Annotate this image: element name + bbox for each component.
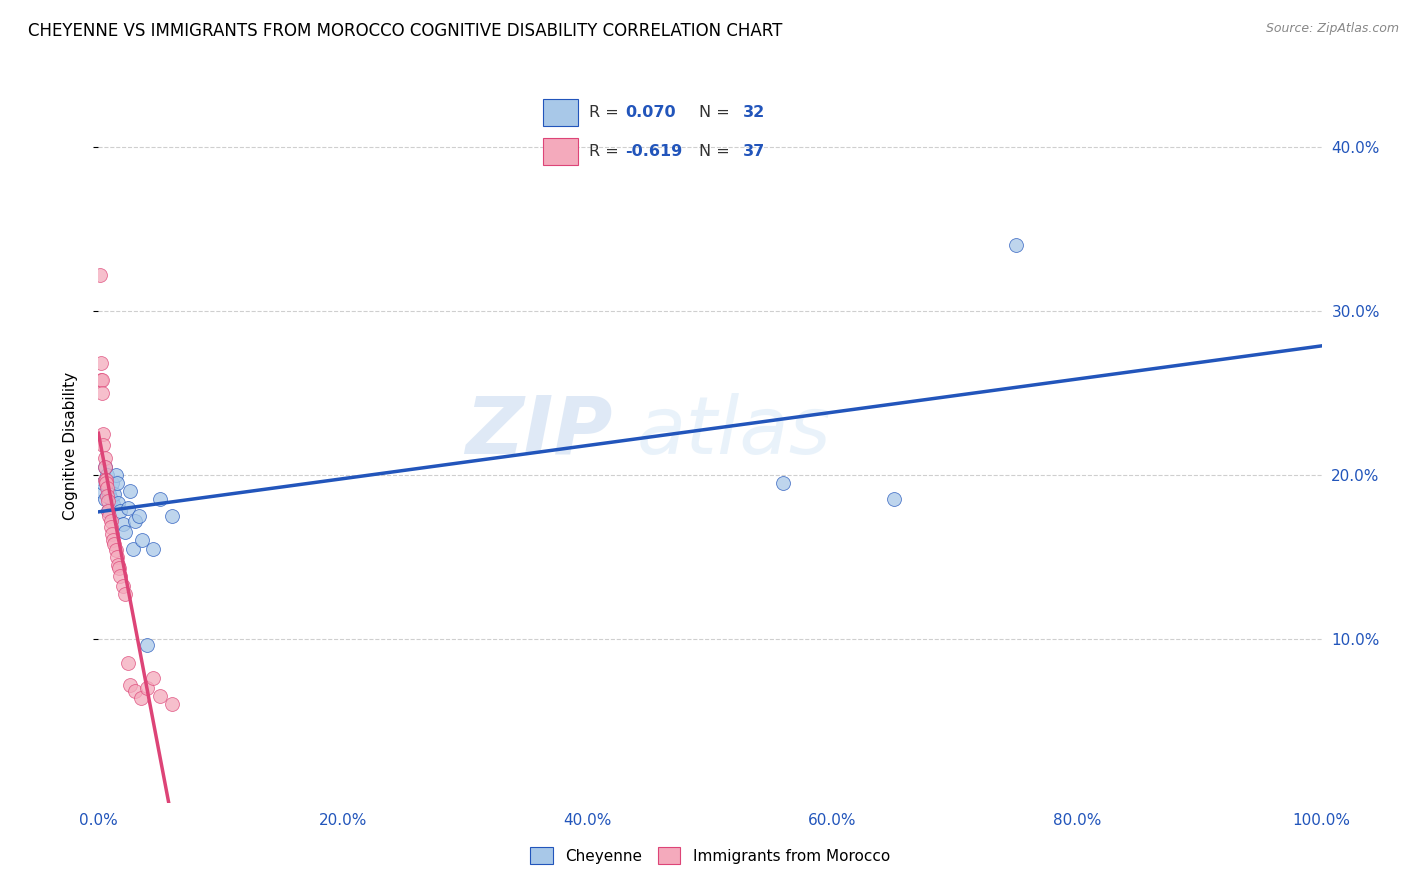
Point [91,373,114,387]
Point [97,504,120,518]
Text: N =: N = [699,144,735,159]
Text: -0.619: -0.619 [624,144,682,159]
Point [97,494,120,508]
Point [90,373,112,387]
Point [114,587,136,601]
Point [121,541,143,556]
Point [93,492,115,507]
Point [107,558,129,572]
Point [101,475,124,490]
Point [105,475,128,490]
Point [111,516,134,531]
Point [142,671,165,685]
Legend: Cheyenne, Immigrants from Morocco: Cheyenne, Immigrants from Morocco [524,841,896,870]
FancyBboxPatch shape [543,98,578,127]
Point [108,561,131,575]
Point [100,520,122,534]
Point [110,504,132,518]
Point [883,492,905,507]
Point [110,569,132,583]
Point [128,508,150,523]
Point [90,484,112,499]
Point [96,489,118,503]
Point [94,475,117,490]
Text: 0.070: 0.070 [624,105,675,120]
Point [124,684,146,698]
Y-axis label: Cognitive Disability: Cognitive Disability [63,372,77,520]
Point [101,533,124,548]
Point [136,638,159,652]
Point [104,467,127,482]
Point [101,497,124,511]
Point [114,525,136,540]
Text: atlas: atlas [637,392,831,471]
Point [120,484,142,499]
Text: Source: ZipAtlas.com: Source: ZipAtlas.com [1265,22,1399,36]
Point [131,533,153,548]
Point [105,549,128,564]
Point [91,438,114,452]
Point [136,681,159,695]
Point [90,356,112,370]
Point [97,481,120,495]
Text: N =: N = [699,105,735,120]
Text: R =: R = [589,144,624,159]
FancyBboxPatch shape [543,137,578,165]
Point [149,492,172,507]
Point [149,689,172,703]
Point [89,268,111,282]
Point [98,487,121,501]
Point [120,678,142,692]
Point [772,475,794,490]
Point [101,526,124,541]
Point [1004,238,1026,252]
Point [97,504,120,518]
Point [124,514,146,528]
Point [160,698,183,712]
Text: ZIP: ZIP [465,392,612,471]
Point [93,451,115,466]
Point [91,426,114,441]
Point [93,459,115,474]
Point [96,467,118,482]
Point [111,579,134,593]
Point [93,473,115,487]
Point [98,508,121,523]
Point [160,508,183,523]
Text: 37: 37 [742,144,765,159]
Point [103,536,125,550]
Point [100,492,122,507]
Point [94,475,117,490]
Point [93,459,115,474]
Point [96,481,118,495]
Point [117,657,139,671]
Text: 32: 32 [742,105,765,120]
Point [91,475,114,490]
Text: R =: R = [589,105,624,120]
Point [94,473,117,487]
Point [142,541,165,556]
Text: CHEYENNE VS IMMIGRANTS FROM MOROCCO COGNITIVE DISABILITY CORRELATION CHART: CHEYENNE VS IMMIGRANTS FROM MOROCCO COGN… [28,22,783,40]
Point [103,487,125,501]
Point [104,543,127,558]
Point [129,690,152,705]
Point [100,514,122,528]
Point [107,495,129,509]
Point [117,500,139,515]
Point [91,385,114,400]
